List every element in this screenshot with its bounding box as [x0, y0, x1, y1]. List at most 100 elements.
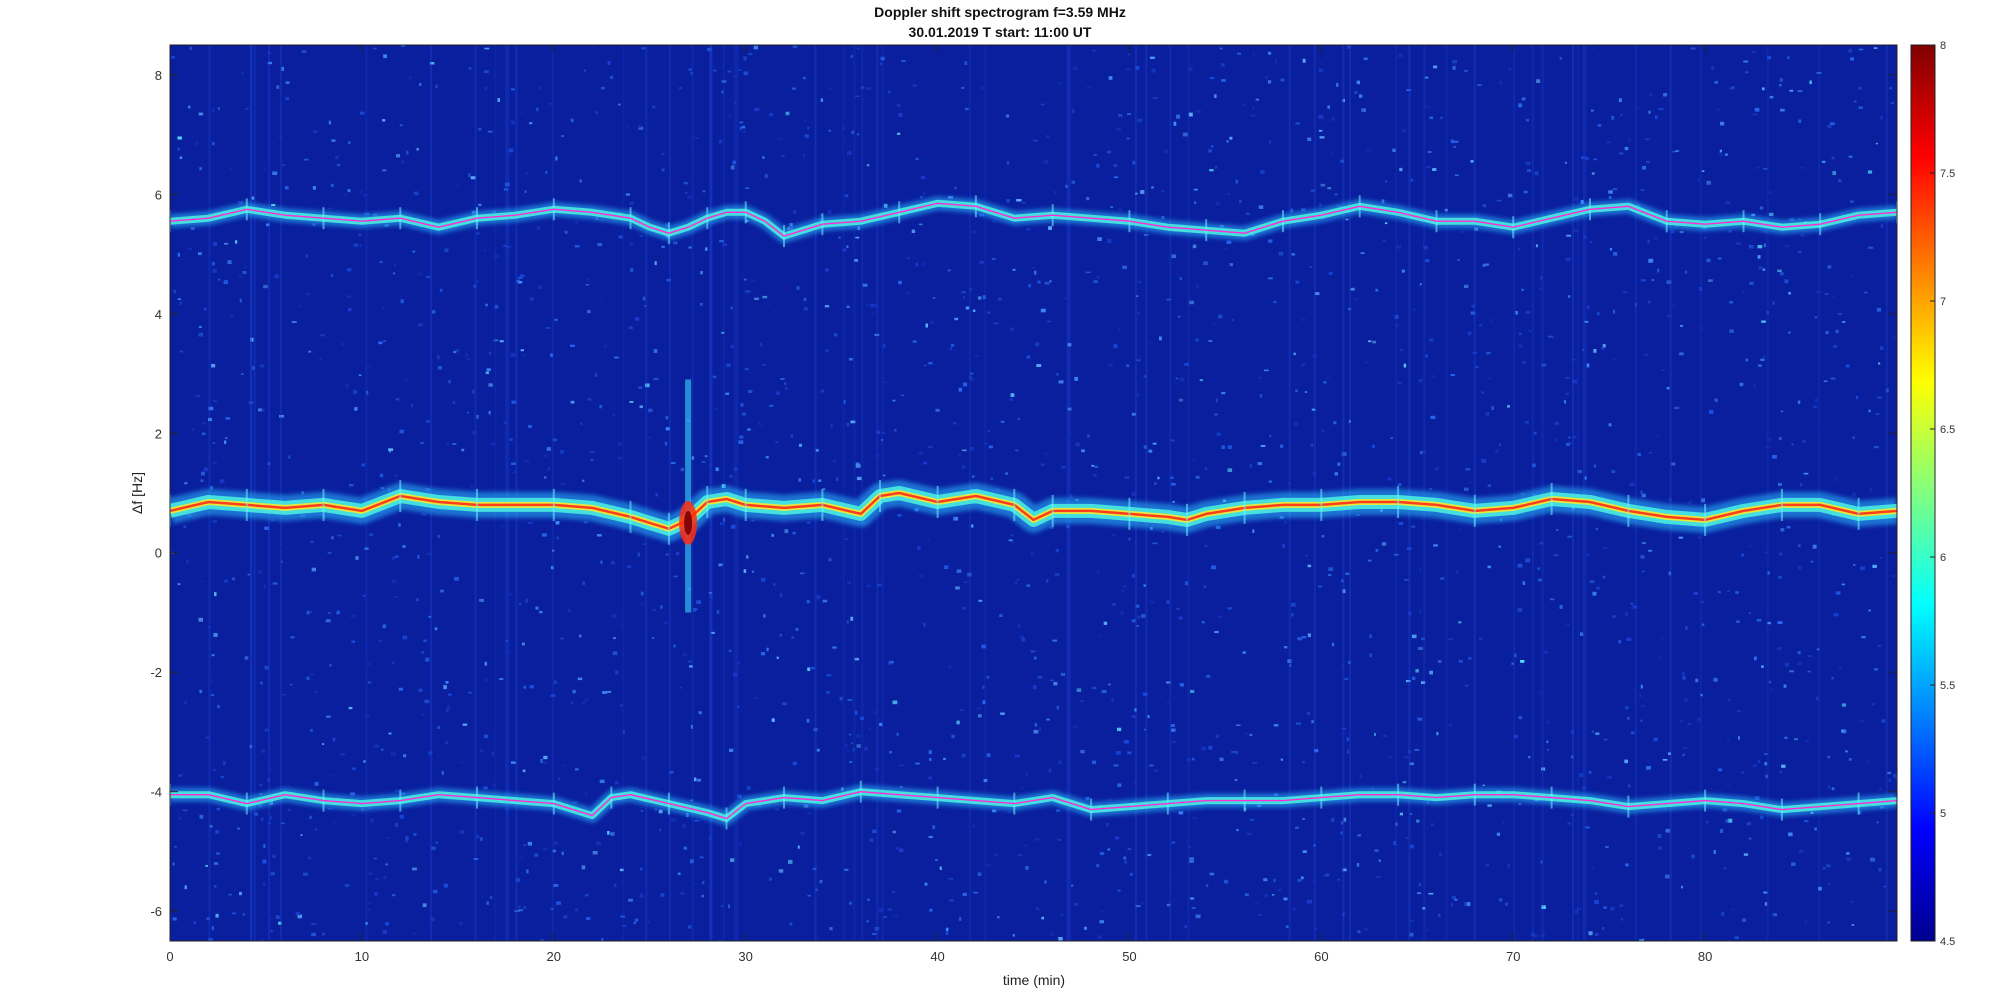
noise-speck	[1135, 905, 1141, 907]
noise-speck	[1684, 270, 1688, 274]
noise-speck	[943, 757, 946, 760]
noise-speck	[1372, 340, 1376, 344]
noise-speck	[208, 938, 213, 941]
noise-speck	[604, 344, 607, 348]
noise-speck	[1049, 526, 1054, 529]
noise-speck	[303, 872, 308, 876]
noise-streak	[268, 45, 271, 941]
noise-speck	[1565, 376, 1570, 379]
noise-speck	[704, 455, 708, 458]
noise-speck	[1564, 400, 1566, 404]
noise-speck	[1571, 358, 1577, 361]
noise-speck	[826, 690, 831, 694]
noise-speck	[702, 880, 705, 885]
noise-speck	[1318, 68, 1324, 72]
noise-speck	[402, 545, 406, 548]
noise-speck	[992, 809, 997, 813]
noise-speck	[961, 465, 966, 469]
noise-speck	[1842, 729, 1847, 734]
noise-speck	[888, 90, 891, 94]
noise-speck	[1214, 94, 1217, 98]
noise-speck	[1626, 637, 1632, 641]
noise-speck	[1565, 443, 1570, 446]
noise-speck	[1080, 700, 1084, 702]
noise-speck	[1048, 768, 1052, 773]
noise-speck	[1594, 900, 1599, 904]
noise-speck	[261, 817, 264, 821]
noise-speck	[1405, 837, 1409, 840]
noise-speck	[1535, 244, 1538, 248]
noise-speck	[790, 434, 794, 438]
noise-speck	[177, 583, 181, 585]
noise-speck	[1787, 56, 1790, 60]
noise-speck	[618, 103, 621, 106]
noise-speck	[1678, 536, 1683, 539]
noise-speck	[229, 167, 233, 171]
noise-speck	[184, 482, 188, 485]
noise-speck	[1306, 899, 1312, 904]
noise-speck	[1719, 149, 1722, 153]
noise-speck	[215, 913, 219, 918]
noise-speck	[1188, 845, 1191, 848]
noise-speck	[1714, 81, 1718, 84]
noise-speck	[664, 441, 667, 446]
noise-speck	[969, 372, 974, 375]
noise-speck	[1000, 712, 1005, 715]
noise-speck	[1468, 657, 1472, 660]
noise-speck	[1769, 95, 1774, 99]
noise-speck	[644, 383, 650, 388]
colorbar-tick-label: 8	[1940, 40, 1946, 52]
noise-speck	[1810, 560, 1814, 563]
noise-speck	[267, 778, 271, 782]
noise-speck	[694, 136, 699, 139]
noise-speck	[690, 72, 693, 75]
noise-speck	[1522, 581, 1525, 585]
noise-speck	[538, 86, 542, 90]
noise-speck	[1752, 764, 1758, 768]
noise-speck	[1425, 929, 1429, 932]
noise-speck	[1591, 172, 1595, 175]
noise-speck	[1661, 635, 1664, 640]
noise-speck	[1701, 498, 1705, 503]
noise-speck	[993, 322, 999, 325]
noise-speck	[1585, 826, 1590, 829]
noise-speck	[1143, 445, 1148, 449]
noise-speck	[524, 190, 527, 193]
noise-speck	[524, 190, 527, 193]
noise-speck	[1116, 127, 1121, 131]
noise-speck	[969, 375, 972, 380]
noise-speck	[1056, 809, 1061, 812]
noise-speck	[208, 626, 211, 629]
noise-speck	[597, 243, 603, 247]
noise-speck	[1074, 902, 1078, 906]
noise-speck	[550, 694, 556, 697]
noise-speck	[1033, 139, 1038, 142]
noise-speck	[388, 732, 392, 735]
noise-speck	[779, 633, 782, 637]
y-tick-label: 2	[155, 426, 162, 441]
noise-speck	[1017, 578, 1020, 581]
noise-speck	[1601, 347, 1604, 350]
noise-speck	[866, 584, 871, 588]
noise-speck	[212, 461, 217, 465]
noise-speck	[358, 374, 362, 376]
noise-speck	[986, 753, 991, 758]
noise-speck	[1717, 257, 1722, 260]
noise-speck	[208, 418, 212, 422]
noise-speck	[825, 268, 829, 272]
noise-speck	[1832, 171, 1836, 175]
noise-speck	[592, 46, 595, 49]
noise-speck	[1479, 637, 1483, 640]
ridge-hash	[1051, 494, 1054, 527]
noise-speck	[1301, 363, 1306, 367]
noise-speck	[739, 435, 744, 439]
ridge-hash	[706, 486, 709, 518]
ridge-hash	[879, 480, 881, 512]
noise-speck	[687, 195, 692, 199]
noise-speck	[1060, 913, 1064, 916]
noise-speck	[849, 733, 852, 736]
noise-speck	[551, 566, 554, 570]
x-tick-label: 30	[738, 949, 752, 964]
noise-speck	[1107, 239, 1112, 243]
noise-speck	[1762, 268, 1766, 271]
